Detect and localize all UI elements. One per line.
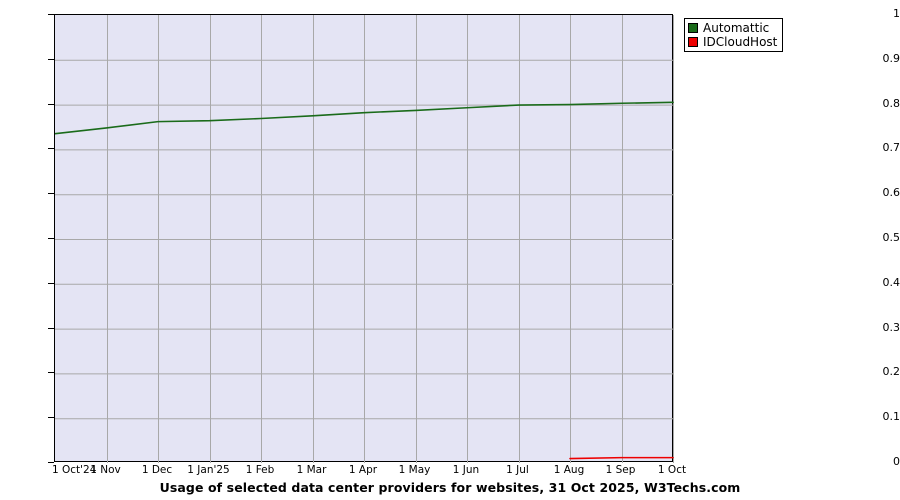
y-axis-label: 0	[893, 455, 900, 468]
y-axis-tick	[48, 238, 54, 239]
y-axis-label: 0.6	[882, 186, 900, 200]
y-axis-tick	[48, 193, 54, 195]
legend: Automattic IDCloudHost	[684, 18, 784, 52]
x-axis-label: 1 Dec	[141, 464, 173, 476]
y-axis-tick	[48, 462, 54, 463]
x-axis-label: 1 Jul	[506, 464, 529, 476]
data-series-layer	[55, 101, 674, 460]
y-axis-label: 0.9	[882, 51, 900, 65]
x-axis-label: 1 Mar	[296, 464, 327, 476]
y-axis-label: 0.3	[882, 320, 900, 334]
legend-item-automattic[interactable]: Automattic	[688, 21, 777, 35]
y-axis-tick	[48, 327, 54, 329]
x-axis-label: 1 Sep	[605, 464, 636, 476]
x-axis-label: 1 Jan'25	[187, 464, 230, 476]
y-axis-tick	[48, 372, 54, 374]
x-axis-label: 1 May	[398, 464, 431, 476]
gridlines	[55, 15, 674, 463]
y-axis-tick	[48, 282, 54, 284]
y-axis-label: 0.5	[882, 231, 900, 244]
y-axis-label: 1	[893, 7, 900, 20]
legend-swatch-automattic	[688, 23, 698, 33]
x-axis-label: 1 Aug	[553, 464, 585, 476]
y-axis-tick	[48, 417, 54, 419]
x-axis-label: 1 Nov	[90, 464, 121, 476]
x-axis-label: 1 Oct	[657, 464, 687, 476]
y-axis-label: 0.4	[882, 275, 900, 289]
y-axis-label: 0.7	[882, 141, 900, 155]
legend-label-automattic: Automattic	[703, 20, 770, 35]
x-axis-label: 1 Feb	[245, 464, 275, 476]
legend-item-idcloudhost[interactable]: IDCloudHost	[688, 35, 777, 49]
y-axis-tick	[48, 14, 54, 15]
legend-label-idcloudhost: IDCloudHost	[703, 34, 778, 49]
plot-area	[54, 14, 674, 463]
y-axis-tick	[48, 58, 54, 60]
legend-swatch-idcloudhost	[688, 37, 698, 47]
y-axis-label: 0.2	[882, 365, 900, 379]
chart-title: Usage of selected data center providers …	[159, 480, 741, 495]
y-axis-tick	[48, 103, 54, 105]
y-axis-label: 0.8	[882, 96, 900, 110]
y-axis-tick	[48, 148, 54, 150]
x-axis-label: 1 Apr	[348, 464, 378, 476]
x-axis-label: 1 Jun	[452, 464, 480, 476]
y-axis-label: 0.1	[882, 410, 900, 424]
x-axis-label: 1 Oct'24	[52, 464, 97, 476]
